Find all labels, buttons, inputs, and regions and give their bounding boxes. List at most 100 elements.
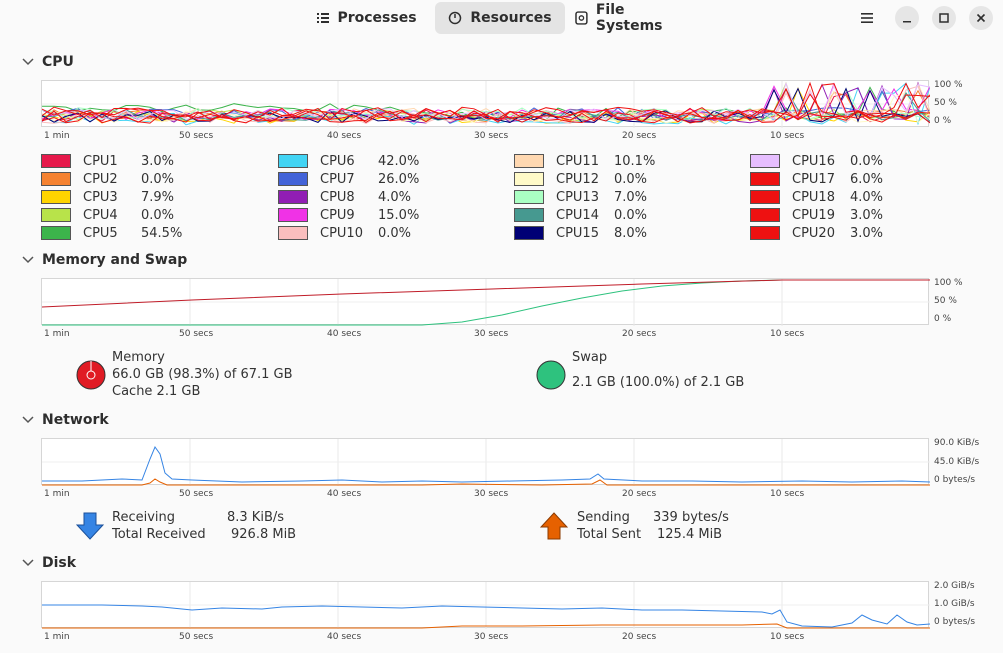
cpu-usage-value: 54.5% <box>141 225 183 241</box>
gauge-icon <box>449 11 462 25</box>
send-line <box>42 478 930 486</box>
swap-label: Swap <box>572 350 608 365</box>
time-axis-label: 50 secs <box>179 632 214 642</box>
cpu-ytick: 0 % <box>934 116 952 126</box>
cpu-legend-item: CPU3 7.9% <box>41 189 174 205</box>
time-axis-label: 10 secs <box>770 131 805 141</box>
cpu-graph <box>41 80 930 128</box>
cpu-name: CPU4 <box>83 207 118 223</box>
cpu-usage-value: 0.0% <box>850 153 884 169</box>
cpu-usage-value: 3.0% <box>850 225 884 241</box>
cpu-legend-item: CPU5 54.5% <box>41 225 182 241</box>
receive-line <box>42 445 930 483</box>
disk-section-title: Disk <box>42 555 77 571</box>
chevron-down-icon[interactable] <box>22 559 34 567</box>
cpu-color-swatch[interactable] <box>750 208 780 222</box>
cpu-color-swatch[interactable] <box>41 190 71 204</box>
cpu-color-swatch[interactable] <box>278 190 308 204</box>
hamburger-icon <box>861 13 873 23</box>
cpu-color-swatch[interactable] <box>514 190 544 204</box>
cpu-usage-value: 6.0% <box>850 171 884 187</box>
cpu-name: CPU6 <box>320 153 355 169</box>
cpu-usage-value: 26.0% <box>378 171 420 187</box>
swap-pie-icon <box>536 360 566 390</box>
cpu-usage-value: 4.0% <box>850 189 884 205</box>
time-axis-label: 40 secs <box>327 632 362 642</box>
cpu-color-swatch[interactable] <box>750 154 780 168</box>
cpu-color-swatch[interactable] <box>514 154 544 168</box>
time-axis-label: 20 secs <box>622 329 657 339</box>
cpu-usage-value: 10.1% <box>614 153 656 169</box>
main-menu-button[interactable] <box>855 6 879 30</box>
chevron-down-icon[interactable] <box>22 58 34 66</box>
network-graph <box>41 438 930 486</box>
cpu-name: CPU3 <box>83 189 118 205</box>
cpu-color-swatch[interactable] <box>278 172 308 186</box>
disk-graph <box>41 581 930 629</box>
tab-file-systems[interactable]: File Systems <box>575 2 695 34</box>
cpu-legend-item: CPU11 10.1% <box>514 153 655 169</box>
time-axis-label: 10 secs <box>770 329 805 339</box>
cpu-color-swatch[interactable] <box>514 226 544 240</box>
cpu-color-swatch[interactable] <box>278 226 308 240</box>
cpu-legend-item: CPU12 0.0% <box>514 171 647 187</box>
total-received-label: Total Received <box>112 527 206 542</box>
tab-file-systems-label: File Systems <box>595 2 663 34</box>
time-axis-label: 1 min <box>44 329 70 339</box>
memory-ytick: 100 % <box>934 278 963 288</box>
total-sent-value: 125.4 MiB <box>657 527 723 542</box>
time-axis-label: 1 min <box>44 131 70 141</box>
cpu-name: CPU1 <box>83 153 118 169</box>
tab-processes[interactable]: Processes <box>312 2 422 34</box>
total-sent-label: Total Sent <box>577 527 642 542</box>
cpu-color-swatch[interactable] <box>278 154 308 168</box>
close-button[interactable] <box>969 6 993 30</box>
cpu-legend-item: CPU10 0.0% <box>278 225 411 241</box>
cpu-color-swatch[interactable] <box>750 172 780 186</box>
memory-cache: Cache 2.1 GB <box>112 384 201 399</box>
tab-processes-label: Processes <box>337 10 417 26</box>
network-history-plot <box>42 439 930 486</box>
cpu-legend-item: CPU15 8.0% <box>514 225 647 241</box>
chevron-down-icon[interactable] <box>22 256 34 264</box>
cpu-ytick: 50 % <box>934 98 957 108</box>
time-axis-label: 30 secs <box>474 489 509 499</box>
maximize-button[interactable] <box>932 6 956 30</box>
cpu-usage-value: 7.9% <box>141 189 175 205</box>
cpu-color-swatch[interactable] <box>514 208 544 222</box>
disk-read-line <box>42 604 930 628</box>
memory-history-plot <box>42 279 930 326</box>
cpu-legend-item: CPU16 0.0% <box>750 153 883 169</box>
receiving-arrow-icon <box>76 512 104 540</box>
time-axis-label: 30 secs <box>474 632 509 642</box>
maximize-icon <box>939 13 949 23</box>
cpu-legend-item: CPU6 42.0% <box>278 153 419 169</box>
cpu-usage-value: 42.0% <box>378 153 420 169</box>
cpu-color-swatch[interactable] <box>750 226 780 240</box>
memory-graph <box>41 278 930 326</box>
cpu-ytick: 100 % <box>934 80 963 90</box>
tab-resources[interactable]: Resources <box>435 2 565 34</box>
cpu-usage-value: 3.0% <box>850 207 884 223</box>
swap-usage: 2.1 GB (100.0%) of 2.1 GB <box>572 375 745 390</box>
cpu-color-swatch[interactable] <box>278 208 308 222</box>
time-axis-label: 1 min <box>44 632 70 642</box>
sending-value: 339 bytes/s <box>653 510 729 525</box>
minimize-button[interactable] <box>895 6 919 30</box>
cpu-color-swatch[interactable] <box>750 190 780 204</box>
cpu-name: CPU5 <box>83 225 118 241</box>
cpu-name: CPU12 <box>556 171 599 187</box>
cpu-name: CPU7 <box>320 171 355 187</box>
cpu-color-swatch[interactable] <box>41 208 71 222</box>
time-axis-label: 10 secs <box>770 632 805 642</box>
disk-ytick: 0 bytes/s <box>934 617 976 627</box>
cpu-usage-value: 0.0% <box>141 207 175 223</box>
cpu-core-line <box>42 81 930 123</box>
cpu-color-swatch[interactable] <box>514 172 544 186</box>
cpu-legend-item: CPU4 0.0% <box>41 207 174 223</box>
cpu-color-swatch[interactable] <box>41 154 71 168</box>
cpu-color-swatch[interactable] <box>41 172 71 186</box>
chevron-down-icon[interactable] <box>22 416 34 424</box>
cpu-color-swatch[interactable] <box>41 226 71 240</box>
memory-section-title: Memory and Swap <box>42 252 188 268</box>
